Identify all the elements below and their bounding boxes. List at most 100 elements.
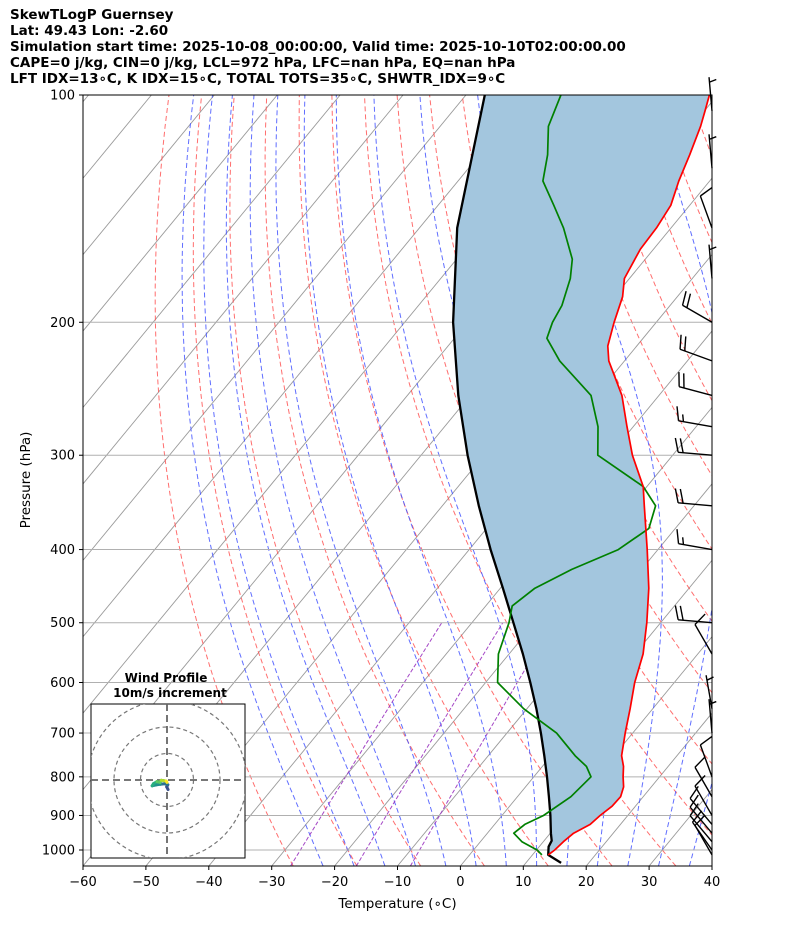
barb-full-flag [679,488,684,504]
y-tick-label: 200 [50,316,75,331]
isotherm-line [711,865,712,866]
isotherm-line [83,95,215,256]
location-line: Lat: 49.43 Lon: -2.60 [10,23,169,39]
y-tick-label: 400 [50,543,75,558]
barb-half-flag [709,78,717,83]
barb-full-flag [699,735,713,746]
barb-full-flag [674,605,679,620]
x-tick-label: −20 [321,875,348,890]
barb-shaft [691,821,713,851]
isotherm-line [83,95,341,409]
barb-shaft [682,304,713,323]
barb-full-flag [694,613,706,626]
barb-full-flag [681,290,687,306]
moist-adiabat [303,95,477,866]
barb-shaft [689,797,713,825]
wind-barb [705,675,714,709]
moist-adiabat [181,95,324,866]
temperature-line [547,95,711,856]
cape-cin-shading [453,95,710,855]
moist-adiabat [225,95,386,866]
moist-adiabat [275,95,447,866]
y-tick-label: 500 [50,616,75,631]
parcel-profile-line [451,95,562,864]
x-tick-label: 30 [641,875,658,890]
barb-full-flag [694,775,706,787]
barb-full-flag [684,336,687,352]
x-tick-label: 40 [704,875,721,890]
isotherm-line [522,636,712,866]
hodograph-segment [164,779,169,784]
isotherm-line [145,177,712,866]
dewpoint-line [496,95,657,856]
wind-barb [676,529,713,551]
dry-adiabat [723,95,794,866]
barb-shaft [705,675,713,709]
barb-half-flag [681,537,685,545]
dry-adiabat [298,95,549,866]
y-tick-label: 600 [50,676,75,691]
barb-shaft [708,134,713,169]
x-tick-label: 0 [456,875,464,890]
moist-adiabat [249,95,416,866]
isotherm-line [334,406,712,866]
stability-line: CAPE=0 j/kg, CIN=0 j/kg, LCL=972 hPa, LF… [10,55,516,71]
mixing-ratio-line [355,622,504,866]
chart-header: SkewTLogP Guernsey Lat: 49.43 Lon: -2.60… [10,7,626,87]
hodograph-ring [113,726,221,834]
barb-shaft [708,244,713,279]
barb-shaft [678,451,713,456]
indices-line: LFT IDX=13∘C, K IDX=15∘C, TOTAL TOTS=35∘… [10,71,506,87]
chart-title: SkewTLogP Guernsey [10,7,174,23]
barb-shaft [679,348,713,362]
barb-full-flag [674,488,679,503]
barb-full-flag [679,334,682,350]
y-tick-label: 900 [50,809,75,824]
y-tick-label: 100 [50,89,75,104]
barb-full-flag [686,293,692,308]
hodograph-frame [90,703,246,859]
dry-adiabat [755,95,794,866]
barb-full-flag [699,186,713,197]
isotherm-line [83,95,404,485]
isotherm-line [585,712,712,866]
hodograph-subtitle: 10m/s increment [113,686,227,700]
hodograph: Wind Profile 10m/s increment [90,671,246,859]
profile-lines [451,95,711,864]
barb-full-flag [679,605,684,621]
moist-adiabat [720,95,794,866]
wind-barb [694,613,713,655]
wind-barb [689,794,713,834]
isotherm-line [83,95,530,638]
y-tick-label: 700 [50,727,75,742]
moist-adiabat [650,95,712,866]
dry-adiabat [559,95,712,477]
x-axis-label: Temperature (∘C) [337,896,456,912]
barb-shaft [678,619,713,624]
barb-half-flag [709,136,717,140]
barb-shaft [694,624,713,655]
x-tick-label: −10 [384,875,411,890]
x-tick-label: −40 [195,875,222,890]
wind-barb [708,134,717,169]
barb-half-flag [706,676,714,681]
barb-shaft [708,699,713,734]
x-tick-label: −60 [69,875,96,890]
wind-barb [678,372,713,397]
isotherm-line [397,483,712,866]
dry-adiabat [192,95,358,866]
wind-barb [679,334,713,362]
isotherm-line [83,95,278,332]
barb-shaft [708,77,713,112]
barb-shaft [699,195,713,229]
wind-barb [674,605,713,624]
moist-adiabat [373,95,538,866]
moist-adiabat [335,95,507,866]
barb-full-flag [694,756,706,768]
wind-barb [708,77,717,112]
moist-adiabat [551,95,663,866]
barb-shaft [689,815,713,843]
barb-full-flag [679,438,684,453]
wind-barb [699,186,713,229]
barb-shaft [678,420,713,428]
